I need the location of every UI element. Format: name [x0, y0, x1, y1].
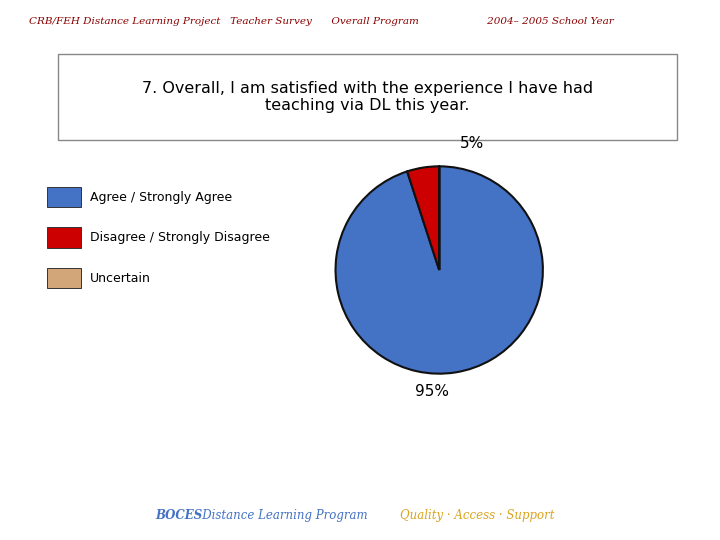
Text: Agree / Strongly Agree: Agree / Strongly Agree [90, 191, 232, 204]
Wedge shape [336, 166, 543, 374]
FancyBboxPatch shape [58, 54, 677, 140]
Text: Disagree / Strongly Disagree: Disagree / Strongly Disagree [90, 231, 270, 244]
Text: BOCES: BOCES [155, 509, 202, 522]
Text: Quality · Access · Support: Quality · Access · Support [385, 509, 554, 522]
Text: 7. Overall, I am satisfied with the experience I have had
teaching via DL this y: 7. Overall, I am satisfied with the expe… [142, 81, 593, 113]
Text: 5%: 5% [459, 136, 484, 151]
Text: 95%: 95% [415, 384, 449, 399]
Text: Uncertain: Uncertain [90, 272, 151, 285]
Wedge shape [408, 166, 439, 270]
Text: CRB/FEH Distance Learning Project   Teacher Survey      Overall Program         : CRB/FEH Distance Learning Project Teache… [29, 17, 613, 26]
Text: Distance Learning Program: Distance Learning Program [191, 509, 367, 522]
